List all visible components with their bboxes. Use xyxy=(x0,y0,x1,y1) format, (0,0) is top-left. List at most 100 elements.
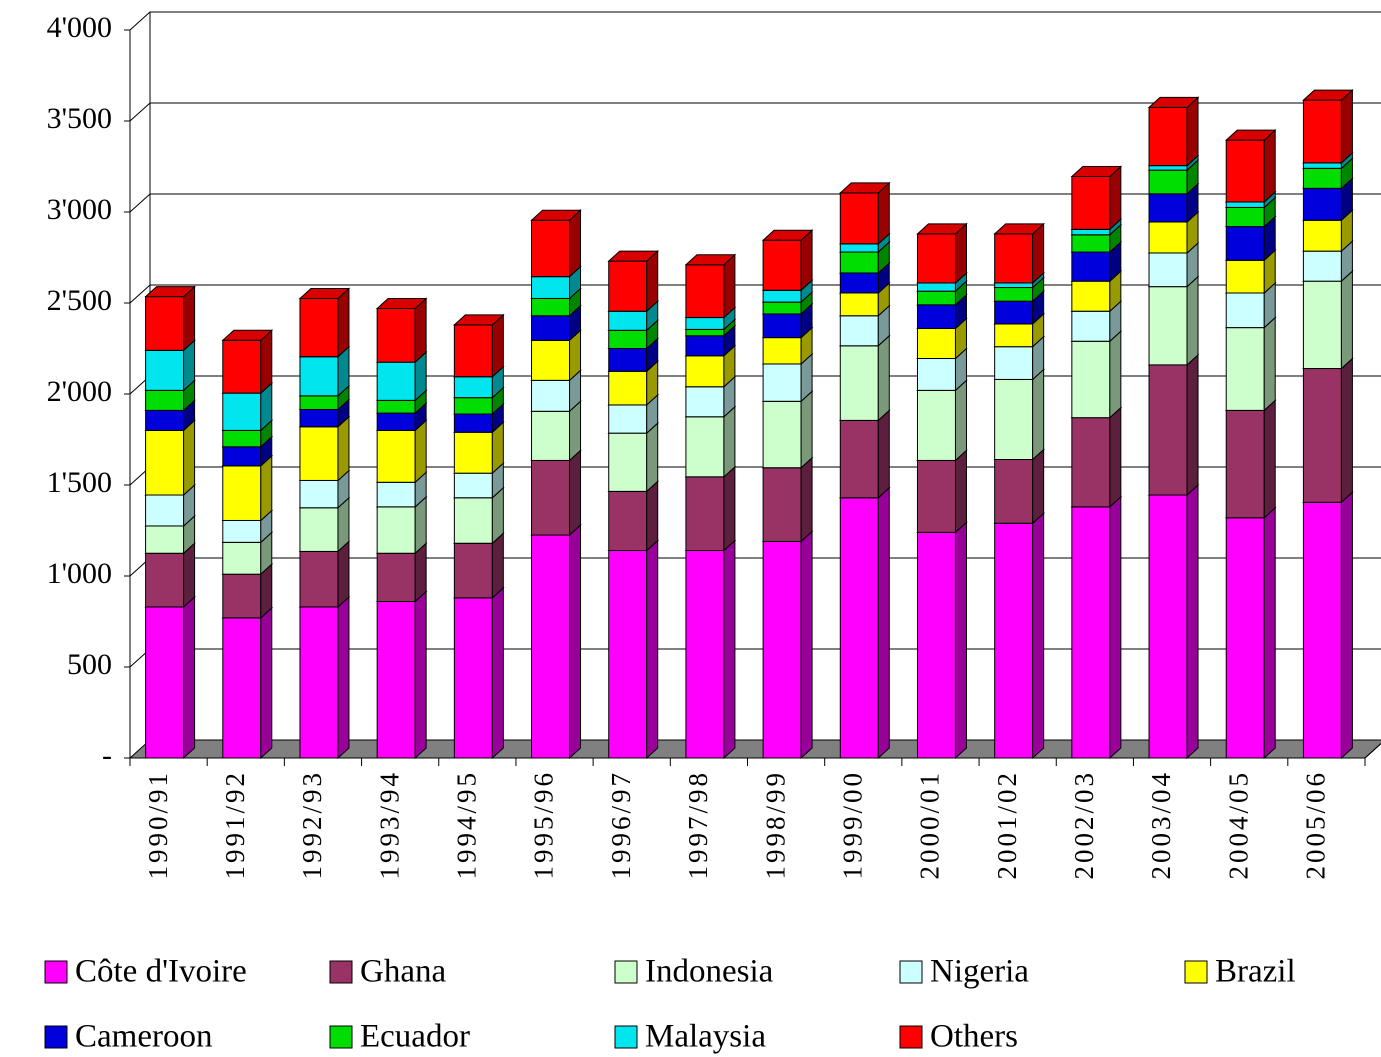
bar-stack xyxy=(298,287,351,760)
bar-segment xyxy=(916,282,956,292)
bar-segment xyxy=(839,292,879,317)
bar-side xyxy=(1340,357,1353,504)
bar-side xyxy=(414,297,427,364)
bar-segment xyxy=(994,323,1034,348)
bar-segment xyxy=(1302,368,1342,503)
bar-segment xyxy=(376,307,416,363)
y-tick-label: 2'000 xyxy=(47,375,112,408)
bar-segment xyxy=(839,243,879,253)
x-tick-label: 1993/94 xyxy=(374,770,404,880)
x-tick-label: 1992/93 xyxy=(297,770,327,880)
bar-top xyxy=(993,223,1045,235)
legend-label: Cameroon xyxy=(75,1019,212,1055)
bar-side xyxy=(1109,165,1122,231)
bar-segment xyxy=(299,297,339,358)
bar-segment xyxy=(916,389,956,461)
bar-segment xyxy=(531,315,571,341)
bar-segment xyxy=(453,542,493,599)
bar-segment xyxy=(916,531,956,759)
bar-side xyxy=(337,415,350,482)
bar-segment xyxy=(145,389,185,411)
x-tick-label: 2000/01 xyxy=(915,770,945,880)
bar-segment xyxy=(1148,165,1188,171)
bar-segment xyxy=(1302,219,1342,252)
bar-segment xyxy=(762,313,802,339)
bar-segment xyxy=(1225,206,1265,228)
bar-segment xyxy=(916,233,956,284)
bar-segment xyxy=(1302,162,1342,169)
x-tick-label: 2001/02 xyxy=(992,770,1022,880)
bar-segment xyxy=(685,476,725,552)
y-tick-label: 1'000 xyxy=(47,557,112,590)
bar-segment xyxy=(1148,169,1188,195)
bar-side xyxy=(1340,270,1353,370)
bar-segment xyxy=(1071,176,1111,230)
bar-stack xyxy=(1070,165,1123,760)
legend-swatch xyxy=(44,1025,68,1049)
bar-side xyxy=(491,532,504,599)
bar-segment xyxy=(762,467,802,542)
bar-segment xyxy=(299,507,339,552)
bar-segment xyxy=(145,525,185,554)
bar-segment xyxy=(1071,251,1111,282)
legend-label: Côte d'Ivoire xyxy=(75,954,247,990)
bar-side xyxy=(646,480,659,552)
bar-side xyxy=(569,523,582,760)
bar-segment xyxy=(1302,187,1342,221)
bar-stack xyxy=(1302,88,1354,760)
bar-stack xyxy=(530,209,582,760)
bar-stack xyxy=(684,253,737,760)
bar-segment xyxy=(839,497,879,759)
bar-segment xyxy=(453,497,493,544)
bar-side xyxy=(337,540,350,609)
bar-stack xyxy=(1147,96,1200,760)
bar-segment xyxy=(685,264,725,319)
bar-segment xyxy=(1071,417,1111,508)
bar-segment xyxy=(1302,99,1342,164)
bar-side xyxy=(800,390,813,469)
bar-segment xyxy=(1148,252,1188,288)
legend-swatch xyxy=(899,1025,923,1049)
legend-label: Others xyxy=(930,1019,1018,1055)
bar-top xyxy=(1302,89,1354,101)
bar-segment xyxy=(994,300,1034,325)
bar-segment xyxy=(839,419,879,499)
legend-label: Nigeria xyxy=(930,954,1029,990)
bar-segment xyxy=(1148,221,1188,254)
bar-segment xyxy=(1225,259,1265,294)
grid-line xyxy=(129,284,1381,304)
bar-side xyxy=(1109,406,1122,508)
bar-segment xyxy=(222,541,262,575)
bar-segment xyxy=(531,459,571,536)
bar-segment xyxy=(685,416,725,478)
bar-stack xyxy=(144,285,196,760)
bar-stack xyxy=(916,222,968,760)
bar-side xyxy=(1263,128,1276,204)
bar-segment xyxy=(762,400,802,469)
bar-side xyxy=(414,590,427,760)
bar-segment xyxy=(376,481,416,508)
bar-side xyxy=(723,539,736,760)
bar-segment xyxy=(376,429,416,483)
bar-segment xyxy=(222,573,262,619)
bar-side xyxy=(1032,448,1045,525)
bar-segment xyxy=(222,519,262,543)
x-tick-label: 1999/00 xyxy=(837,770,867,880)
bar-side xyxy=(877,409,890,499)
bar-segment xyxy=(376,552,416,602)
bar-side xyxy=(1186,275,1199,367)
bar-segment xyxy=(531,534,571,759)
bar-top xyxy=(144,286,196,298)
bar-segment xyxy=(453,431,493,474)
bar-segment xyxy=(1071,228,1111,236)
bar-stack xyxy=(375,297,428,760)
bar-side xyxy=(954,379,967,462)
bar-stack xyxy=(761,229,814,760)
x-tick-label: 1995/96 xyxy=(529,770,559,880)
bar-segment xyxy=(299,395,339,410)
bar-segment xyxy=(916,304,956,329)
legend-label: Ghana xyxy=(360,954,446,990)
bar-side xyxy=(414,419,427,484)
bar-segment xyxy=(762,337,802,365)
bar-segment xyxy=(608,348,648,372)
